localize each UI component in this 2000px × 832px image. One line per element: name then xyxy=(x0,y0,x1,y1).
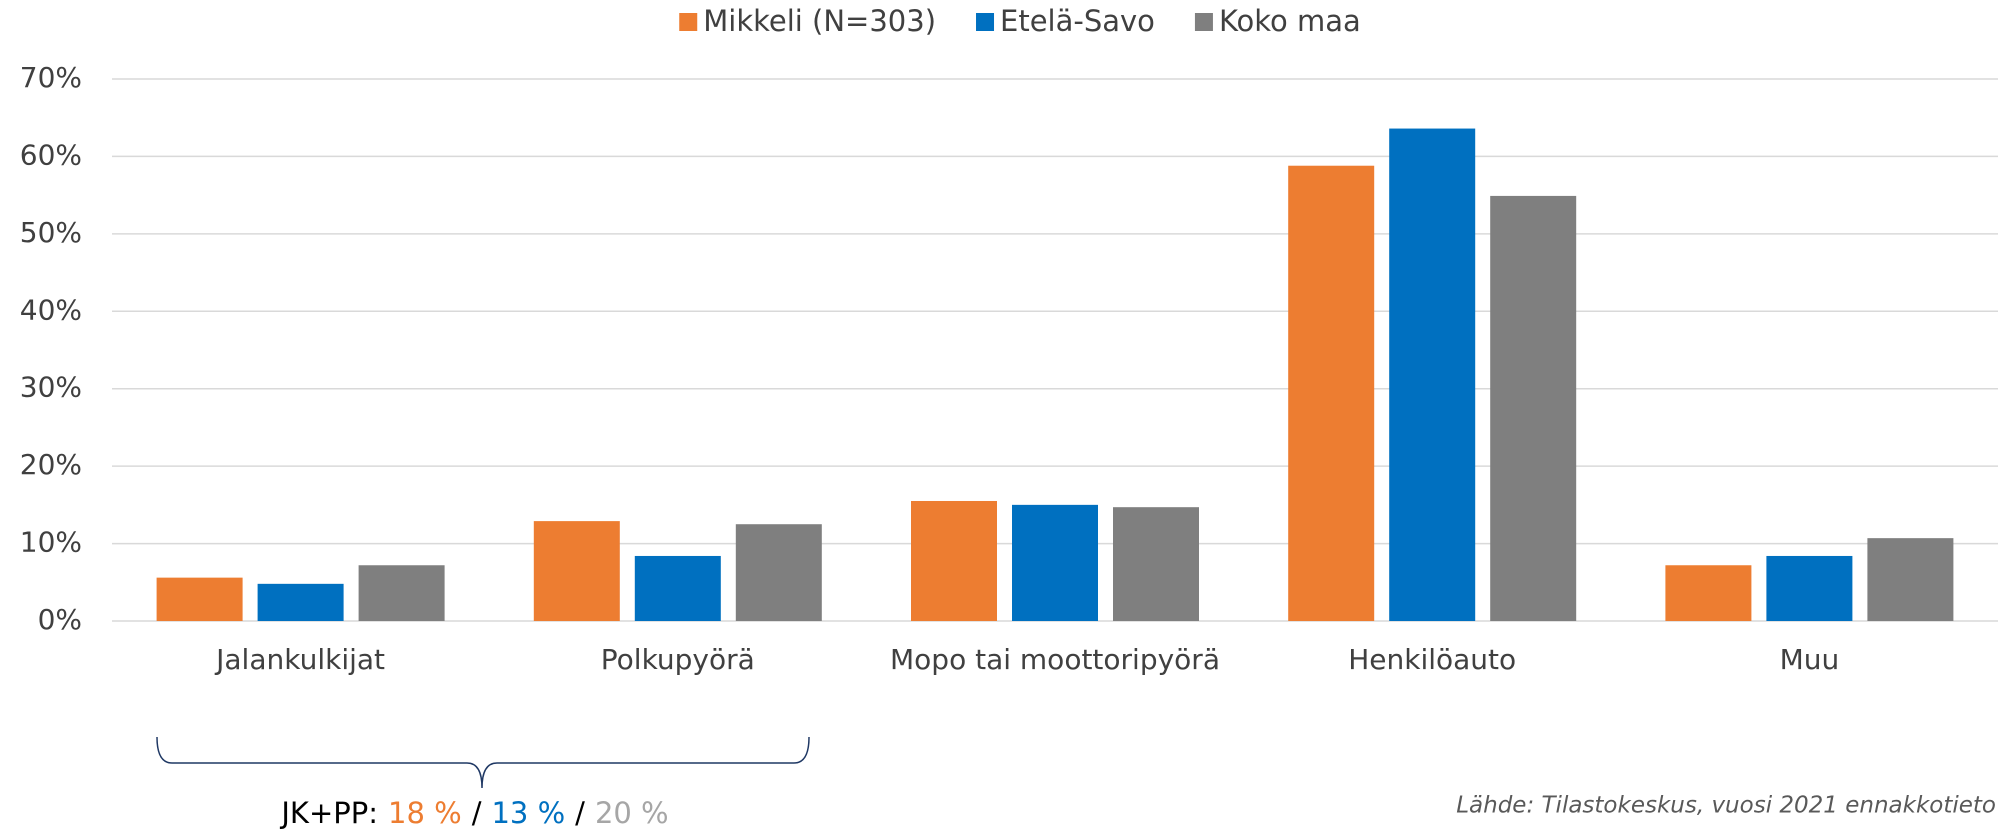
legend-label: Etelä-Savo xyxy=(1000,4,1155,38)
source: Lähde: Tilastokeskus, vuosi 2021 ennakko… xyxy=(1456,793,1996,819)
x-tick-label: Polkupyörä xyxy=(601,643,755,676)
y-tick-label: 0% xyxy=(38,603,82,636)
annotation-separator: / xyxy=(575,796,585,830)
bar xyxy=(257,583,344,621)
bar xyxy=(358,565,445,621)
bar xyxy=(735,524,822,621)
annotation-value: 13 % xyxy=(491,796,565,830)
x-tick-label: Jalankulkijat xyxy=(214,643,385,676)
bar xyxy=(1288,165,1375,621)
annotation-label: JK+PP: xyxy=(279,796,378,830)
brace xyxy=(156,736,810,789)
y-tick-label: 30% xyxy=(20,371,82,404)
bar xyxy=(1766,555,1853,621)
y-tick-label: 40% xyxy=(20,293,82,326)
legend-swatch xyxy=(976,13,995,31)
bar xyxy=(156,577,243,621)
bar xyxy=(1665,565,1752,621)
legend-label: Mikkeli (N=303) xyxy=(703,4,936,38)
legend-swatch xyxy=(1194,13,1213,31)
y-tick-label: 50% xyxy=(20,216,82,249)
x-tick-label: Mopo tai moottoripyörä xyxy=(890,643,1220,676)
y-tick-label: 60% xyxy=(20,138,82,171)
y-tick-label: 10% xyxy=(20,526,82,559)
y-tick-label: 70% xyxy=(20,61,82,94)
bar xyxy=(1113,507,1199,621)
annotation: JK+PP: 18 % / 13 % / 20 % xyxy=(279,796,668,830)
legend-label: Koko maa xyxy=(1219,4,1361,38)
bar xyxy=(1490,195,1577,621)
annotation-value: 20 % xyxy=(595,796,669,830)
bar xyxy=(1867,538,1954,621)
legend-swatch xyxy=(679,13,698,31)
x-tick-label: Henkilöauto xyxy=(1348,643,1516,676)
x-tick-label: Muu xyxy=(1780,643,1840,676)
bar xyxy=(634,555,721,621)
annotation-value: 18 % xyxy=(388,796,462,830)
bar xyxy=(1389,128,1476,621)
bar xyxy=(911,500,997,621)
bar xyxy=(1012,504,1098,621)
annotation-separator: / xyxy=(472,796,482,830)
y-tick-label: 20% xyxy=(20,448,82,481)
legend: Mikkeli (N=303) Etelä-Savo Koko maa xyxy=(679,4,1361,38)
bar xyxy=(533,521,620,621)
